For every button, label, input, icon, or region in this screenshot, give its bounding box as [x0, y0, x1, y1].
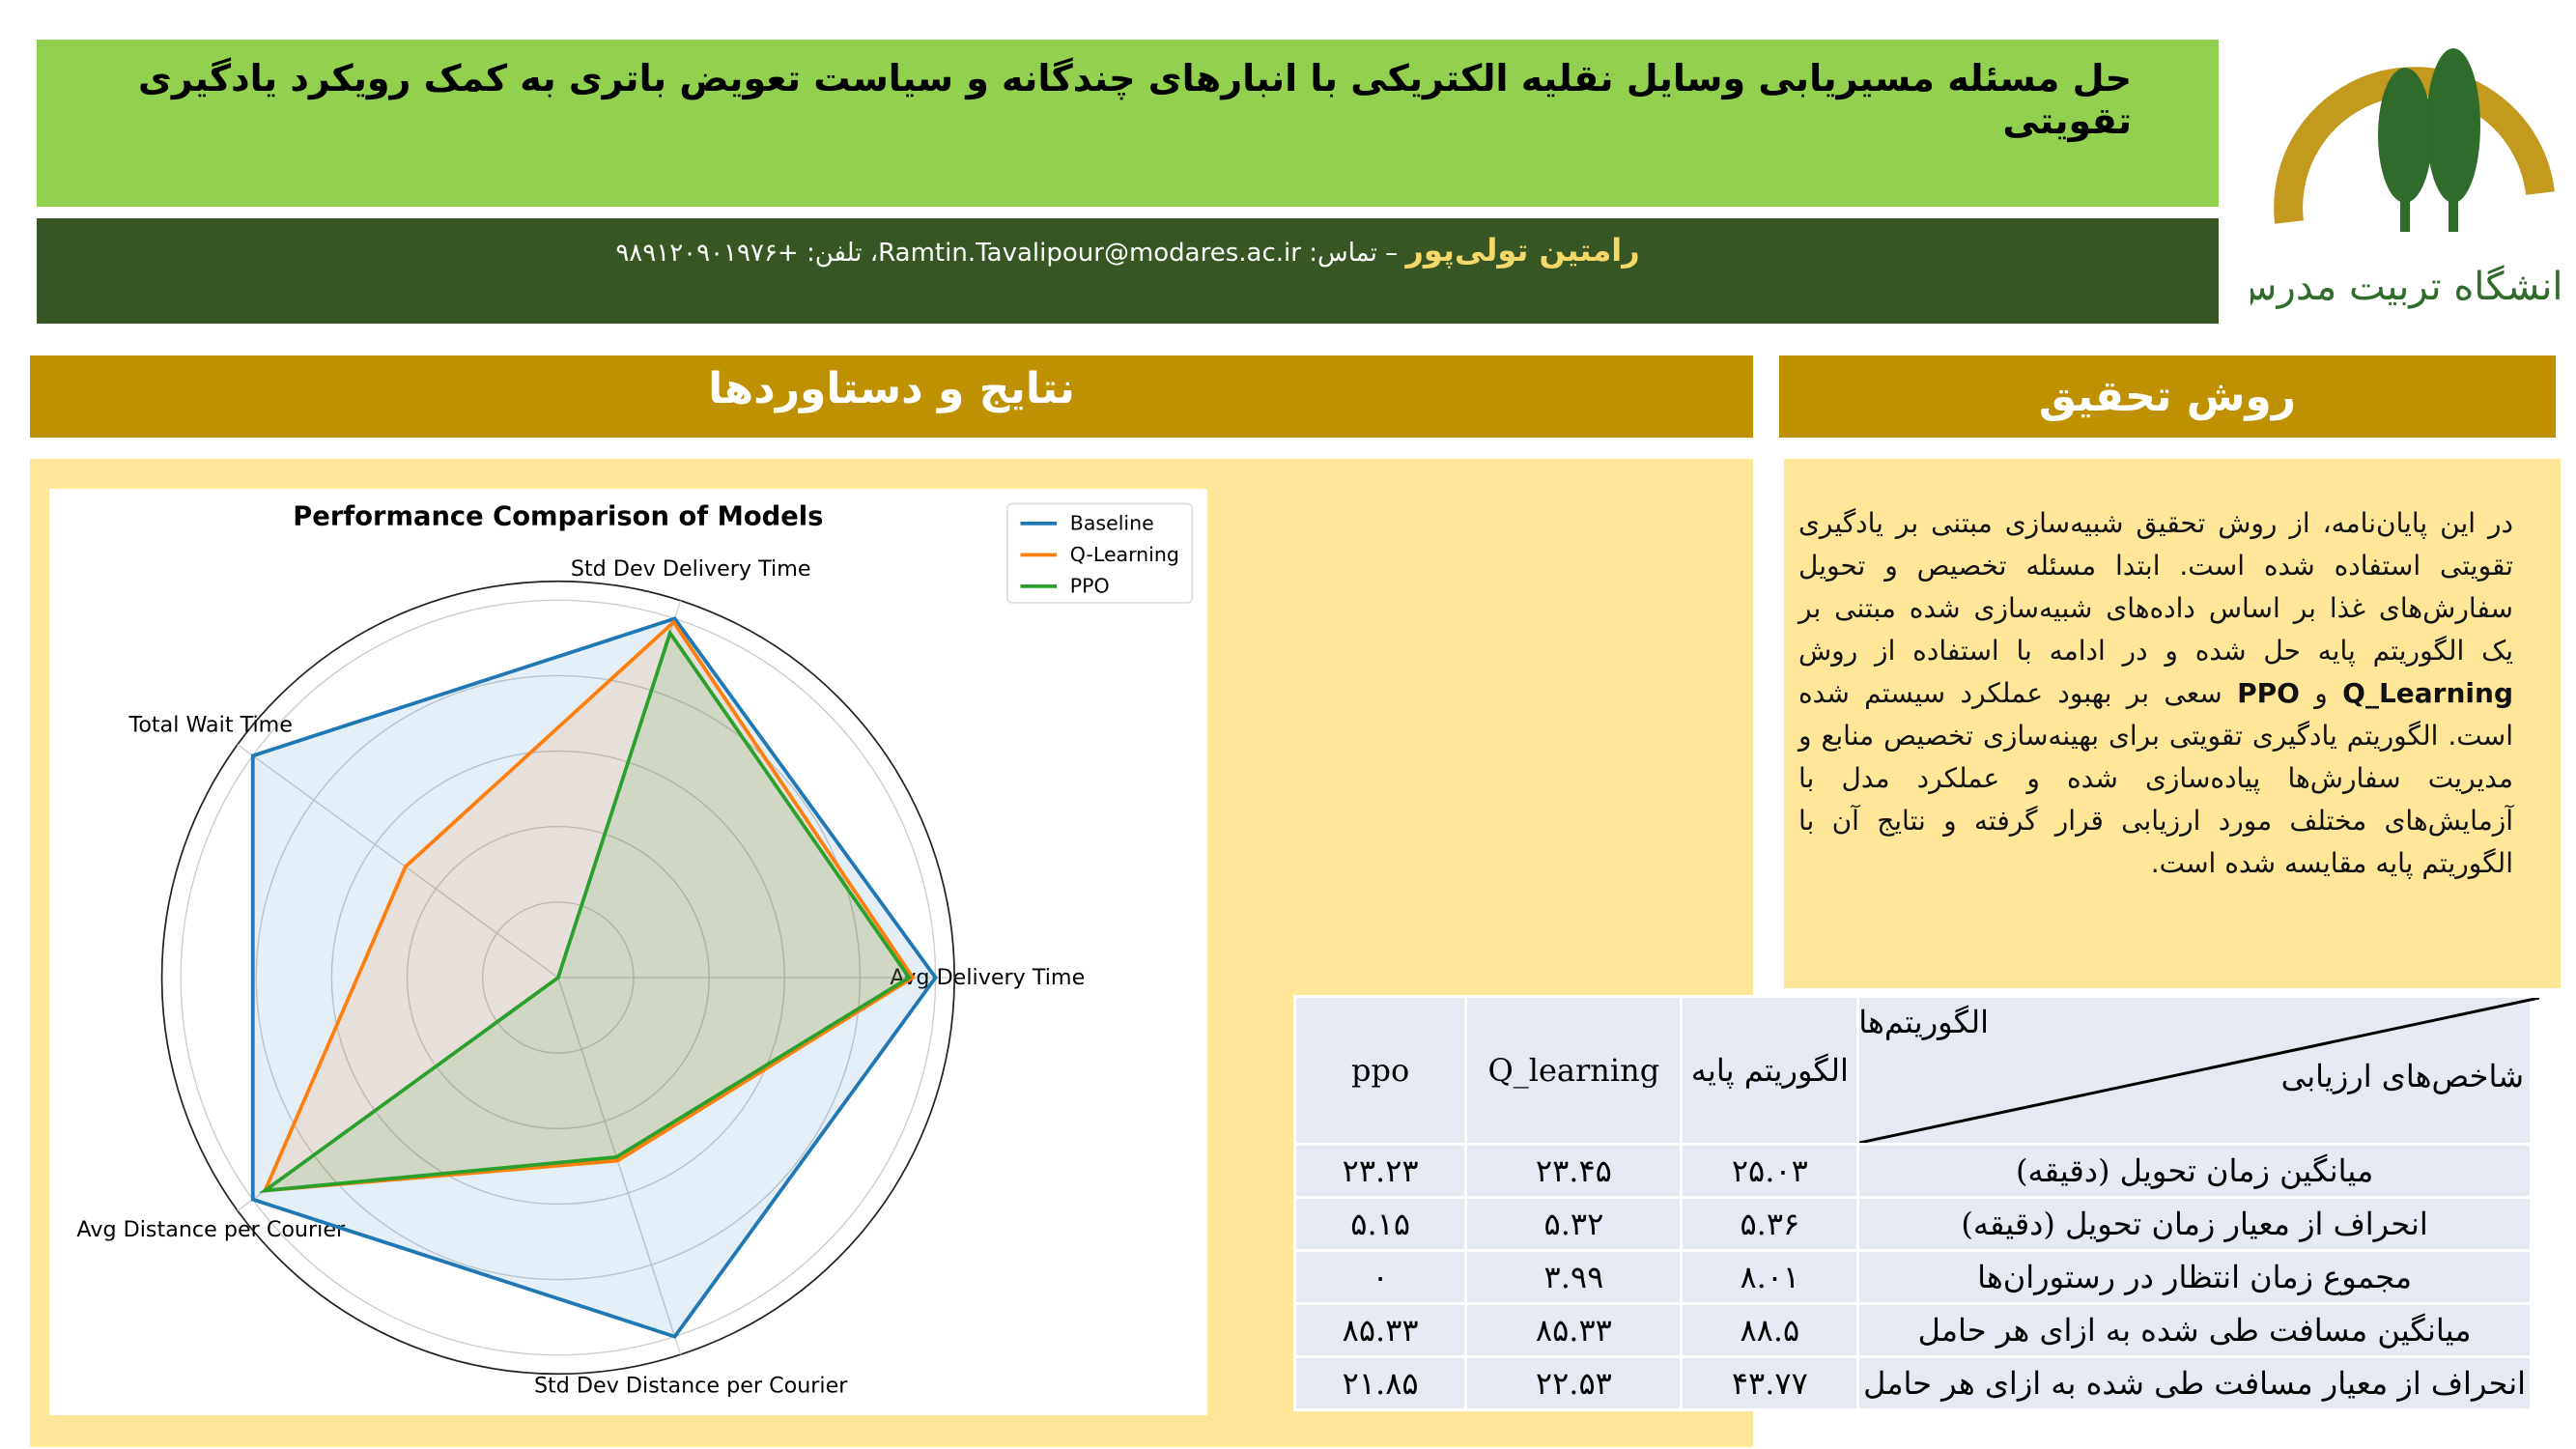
series-area — [265, 633, 910, 1191]
corner-bottom: شاخص‌های ارزیابی — [2280, 1058, 2524, 1094]
section-title: روش تحقیق — [1779, 355, 2556, 438]
cell: ۲۵.۰۳ — [1680, 1143, 1860, 1199]
cell: ۵.۳۶ — [1680, 1196, 1860, 1252]
text: سعی بر بهبود عملکرد سیستم شده است. الگور… — [1798, 677, 2513, 879]
axis-label: Avg Distance per Courier — [76, 1217, 346, 1242]
table-row: انحراف از معیار زمان تحویل (دقیقه) ۵.۳۶ ۵.… — [1292, 1196, 2533, 1252]
row-label: مجموع زمان انتظار در رستوران‌ها — [1856, 1249, 2533, 1305]
method-panel — [1784, 459, 2561, 988]
table-row: مجموع زمان انتظار در رستوران‌ها ۸.۰۱ ۳.۹۹ ۰ — [1292, 1249, 2533, 1305]
poster-title: حل مسئله مسیریابی وسایل نقلیه الکتریکی ب… — [37, 40, 2219, 207]
corner-top: الگوریتم‌ها — [1858, 1004, 1989, 1040]
method-text: در این پایان‌نامه، از روش تحقیق شبیه‌ساز… — [1798, 502, 2513, 885]
column-header: ppo — [1292, 995, 1468, 1146]
text: و — [2299, 677, 2343, 709]
cell: ۵.۳۲ — [1464, 1196, 1684, 1252]
contact: – تماس: Ramtin.Tavalipour@modares.ac.ir،… — [615, 239, 1399, 268]
table-row: انحراف از معیار مسافت طی شده به ازای هر … — [1292, 1355, 2533, 1411]
series-line — [262, 619, 916, 1193]
results-table: الگوریتم‌ها شاخص‌های ارزیابی الگوریتم پا… — [1292, 995, 2540, 1411]
cell: ۸.۰۱ — [1680, 1249, 1860, 1305]
axis-label: Std Dev Delivery Time — [571, 556, 811, 582]
cell: ۸۸.۵ — [1680, 1302, 1860, 1358]
table-row: میانگین مسافت طی شده به ازای هر حامل ۸۸.۵… — [1292, 1302, 2533, 1358]
cell: ۳.۹۹ — [1464, 1249, 1684, 1305]
legend-label: Baseline — [1070, 512, 1154, 535]
row-label: انحراف از معیار زمان تحویل (دقیقه) — [1856, 1196, 2533, 1252]
text: PPO — [2237, 677, 2300, 709]
legend-label: PPO — [1070, 575, 1110, 598]
chart-title: Performance Comparison of Models — [293, 502, 823, 532]
series-area — [265, 622, 914, 1191]
corner-cell: الگوریتم‌ها شاخص‌های ارزیابی — [1856, 995, 2540, 1146]
table-row: میانگین زمان تحویل (دقیقه) ۲۵.۰۳ ۲۳.۴۵ ۲۳.۲… — [1292, 1143, 2533, 1199]
row-label: میانگین مسافت طی شده به ازای هر حامل — [1856, 1302, 2533, 1358]
logo-text: دانشگاه تربیت مدرس — [2250, 265, 2560, 309]
cell: ۸۵.۳۳ — [1464, 1302, 1684, 1358]
author: رامتین تولی‌پور — [1405, 232, 1640, 269]
radar-chart: Performance Comparison of Models Avg Del… — [49, 489, 1207, 1415]
diagonal — [1859, 998, 2540, 1143]
section-title: نتایج و دستاوردها — [30, 355, 1753, 438]
axis-label: Std Dev Distance per Courier — [534, 1374, 848, 1399]
axis-label: Avg Delivery Time — [890, 965, 1085, 990]
cell: ۲۱.۸۵ — [1292, 1355, 1468, 1411]
cell: ۰ — [1292, 1249, 1468, 1305]
header-row: الگوریتم‌ها شاخص‌های ارزیابی الگوریتم پا… — [1292, 995, 2540, 1146]
row-label: میانگین زمان تحویل (دقیقه) — [1856, 1143, 2533, 1199]
legend-label: Q-Learning — [1070, 543, 1179, 566]
cell: ۵.۱۵ — [1292, 1196, 1468, 1252]
cell: ۲۲.۵۳ — [1464, 1355, 1684, 1411]
spoke — [557, 977, 682, 1355]
cell: ۲۳.۲۳ — [1292, 1143, 1468, 1199]
series-line — [250, 616, 938, 1339]
logo-trees — [2378, 48, 2480, 232]
row-label: انحراف از معیار مسافت طی شده به ازای هر … — [1856, 1355, 2533, 1411]
text: در این پایان‌نامه، از روش تحقیق شبیه‌ساز… — [1798, 507, 2513, 667]
axis-label: Total Wait Time — [128, 713, 293, 738]
legend-box — [1005, 502, 1194, 604]
cell: ۴۳.۷۷ — [1680, 1355, 1860, 1411]
spoke — [237, 744, 559, 979]
cell: ۸۵.۳۳ — [1292, 1302, 1468, 1358]
column-header: Q_learning — [1464, 995, 1684, 1146]
logo: دانشگاه تربیت مدرس — [2250, 48, 2560, 309]
series-area — [252, 618, 936, 1337]
series-line — [258, 629, 912, 1194]
column-header: الگوریتم پایه — [1680, 995, 1860, 1146]
author-band: رامتین تولی‌پور – تماس: Ramtin.Tavalipou… — [37, 218, 2219, 324]
cell: ۲۳.۴۵ — [1464, 1143, 1684, 1199]
text: Q_Learning — [2342, 677, 2513, 709]
